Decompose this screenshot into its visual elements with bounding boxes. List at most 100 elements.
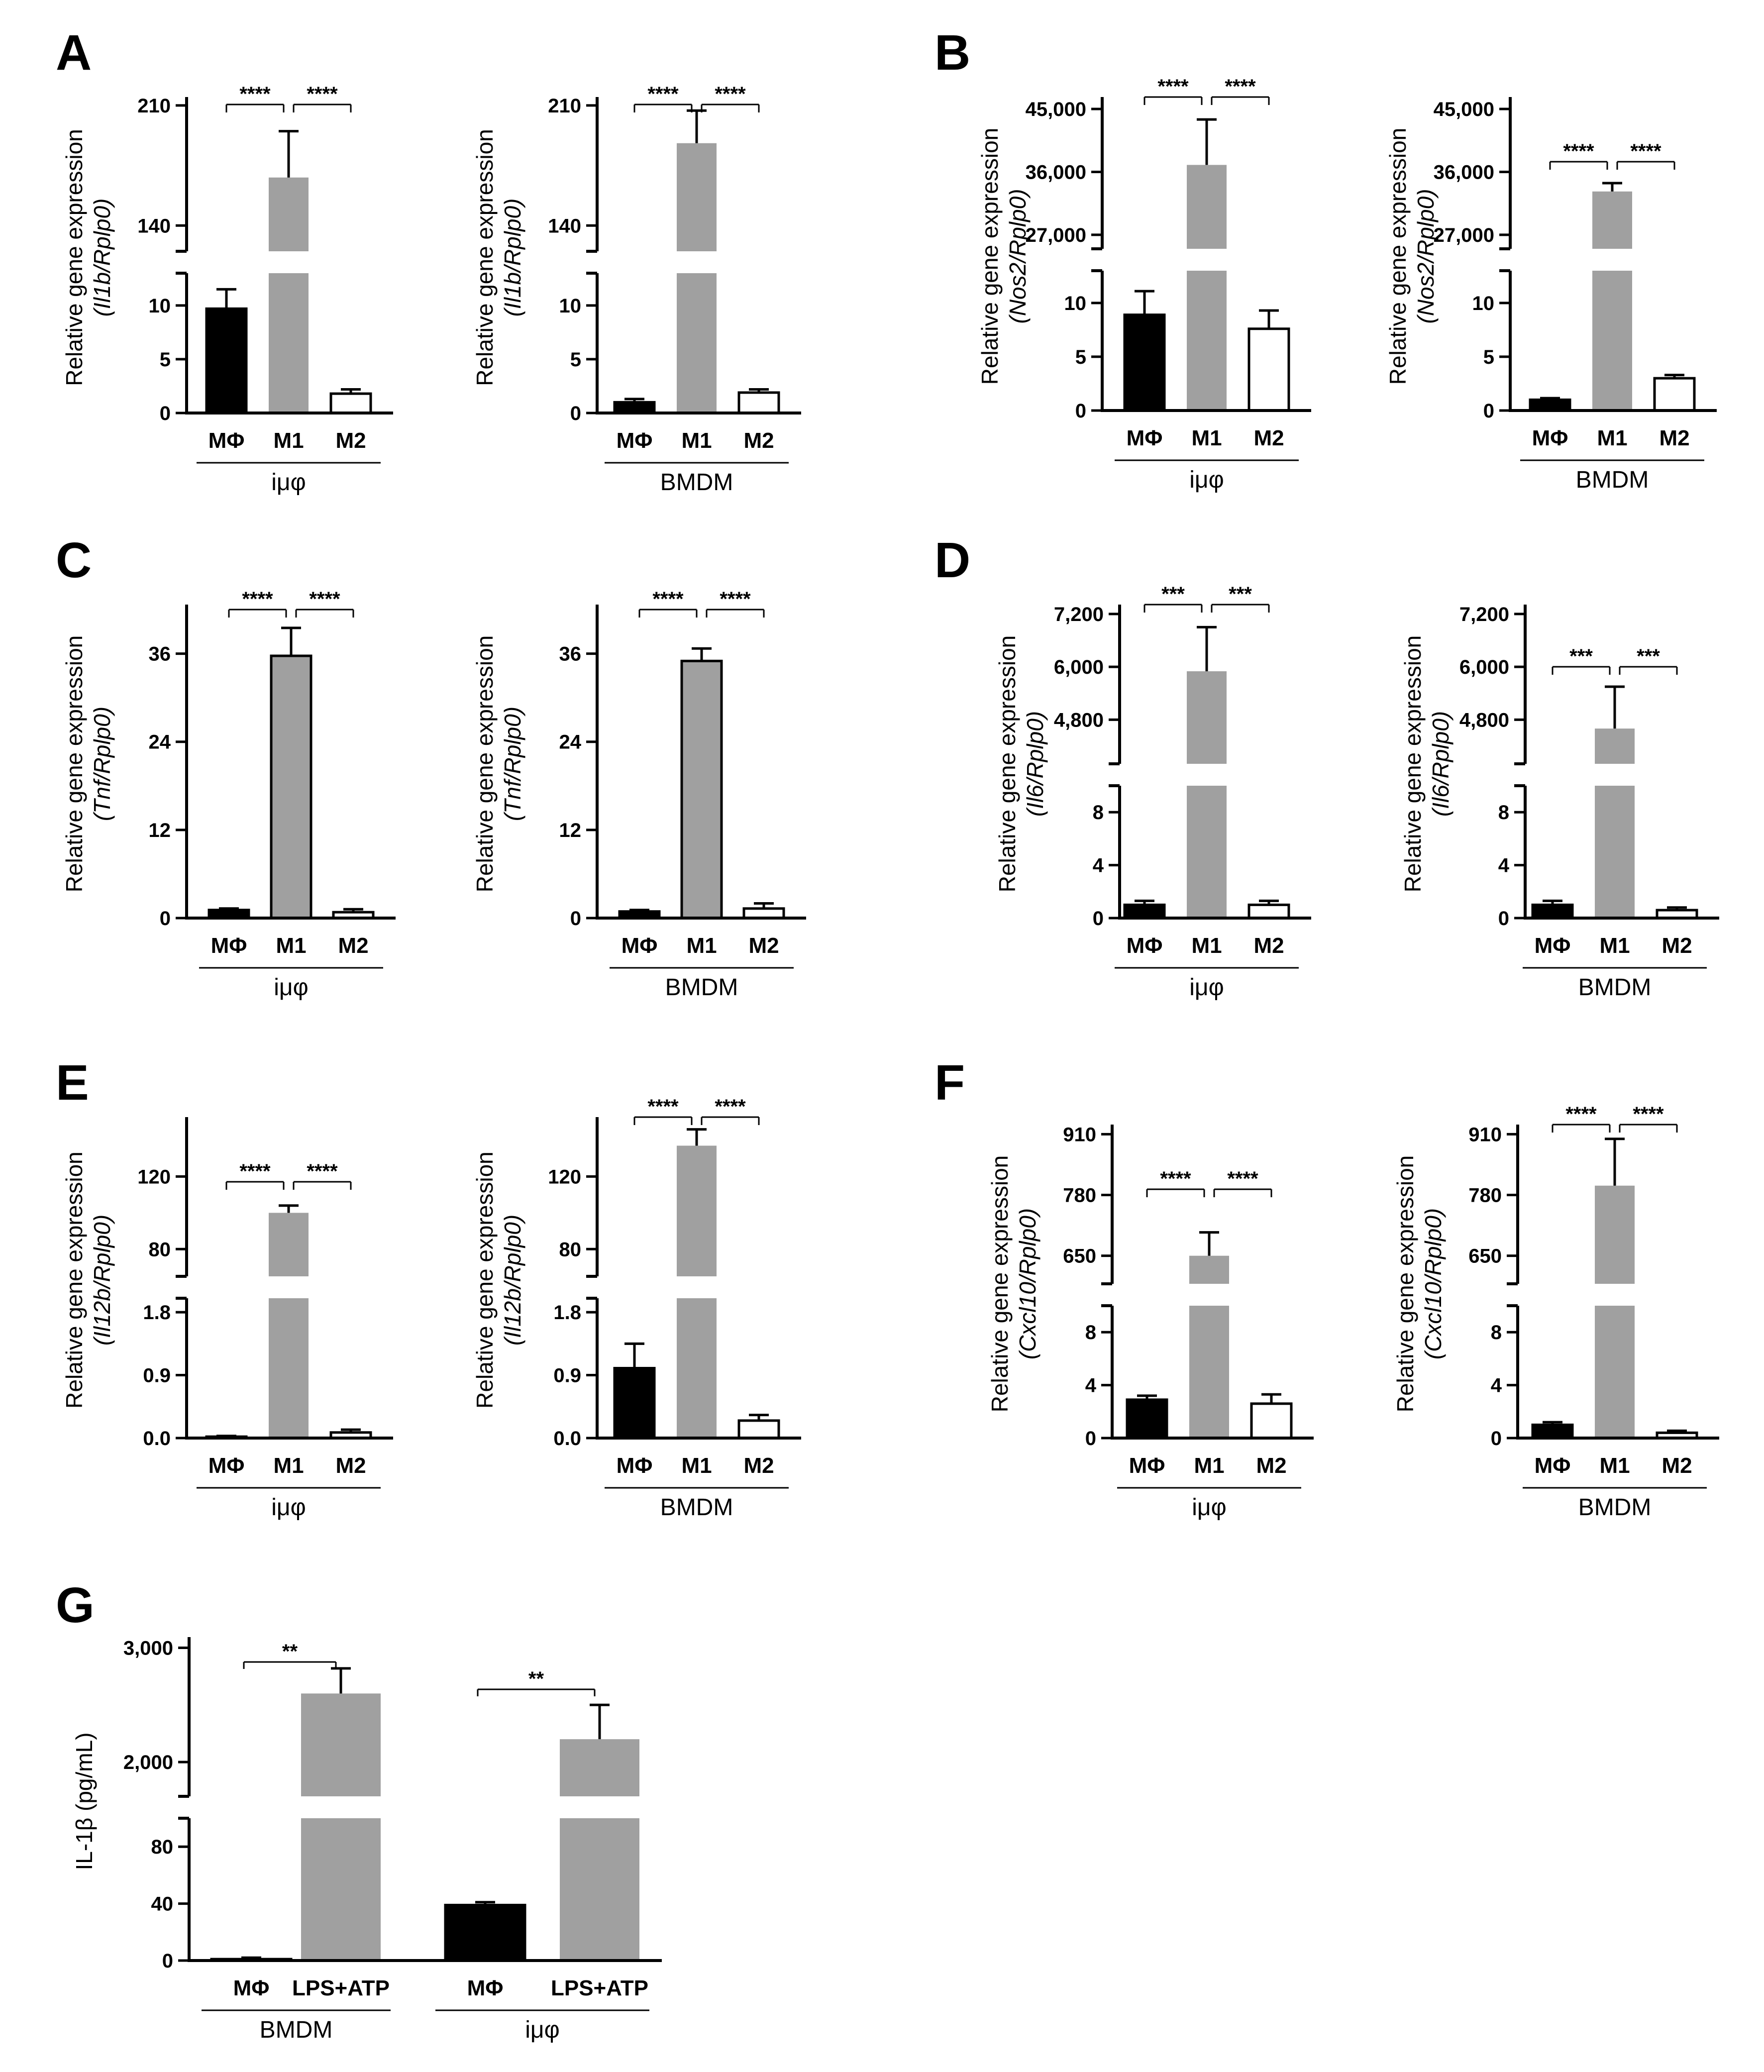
- y-axis-title-gene: (Il12b/Rplp0): [89, 1215, 115, 1346]
- bar-b-imp-1: [1123, 313, 1166, 412]
- sig-label: ****: [647, 83, 679, 105]
- x-category-label: MΦ: [1535, 1453, 1571, 1478]
- chart-c-imp: 0 12 24 36 MΦ M1 M2 iμφ Relative gene expression…: [61, 588, 396, 1001]
- bar-a-bmdm-3: [737, 391, 780, 414]
- bar-a-bmdm-1: [613, 401, 656, 414]
- bar-f-imp-3: [1250, 1402, 1293, 1440]
- y-tick-label: 0: [1491, 1428, 1502, 1450]
- y-tick-label: 12: [149, 820, 171, 841]
- y-tick-label: 0: [1093, 908, 1104, 930]
- y-tick-label: 780: [1063, 1185, 1096, 1207]
- y-tick-label: 5: [160, 349, 171, 371]
- group-label: iμφ: [271, 469, 306, 496]
- y-tick-label: 8: [1491, 1322, 1502, 1344]
- bar-e-imp-2-lower: [269, 1298, 309, 1438]
- x-category-label: LPS+ATP: [551, 1976, 648, 2000]
- sig-label: ***: [1637, 645, 1660, 667]
- y-axis-title-gene: (Il1b/Rplp0): [89, 199, 115, 317]
- group-label: BMDM: [660, 1494, 733, 1521]
- y-axis-title-gene: (Il1b/Rplp0): [500, 199, 525, 317]
- bar-e-bmdm-3: [737, 1419, 780, 1440]
- bar-d-imp-2-lower: [1187, 786, 1227, 918]
- group-label: iμφ: [1189, 974, 1224, 1001]
- bar-f-imp-2: [1189, 1255, 1229, 1284]
- group-label: iμφ: [525, 2017, 559, 2043]
- y-tick-label: 10: [149, 295, 171, 317]
- y-tick-label: 910: [1468, 1124, 1502, 1145]
- group-label: iμφ: [1189, 467, 1224, 493]
- y-tick-label: 120: [137, 1166, 171, 1188]
- y-axis-title-gene: (Tnf/Rplp0): [500, 707, 525, 821]
- x-category-label: MΦ: [617, 428, 653, 453]
- sig-label: ****: [239, 83, 271, 105]
- bar-f-imp-2-lower: [1189, 1306, 1229, 1438]
- y-axis-title-gene: (Cxcl10/Rplp0): [1420, 1208, 1446, 1359]
- y-tick-label: 0.9: [553, 1365, 581, 1387]
- x-category-label: M1: [273, 428, 304, 453]
- charts-layer: 0 5 10 140 210 MΦ M1 M2 iμφ Relative gene express…: [61, 76, 1719, 2043]
- bar-d-imp-3: [1247, 903, 1290, 920]
- y-tick-label: 6,000: [1459, 656, 1509, 678]
- y-axis-title-gene: (Il6/Rplp0): [1022, 711, 1048, 817]
- panel-label-f: F: [934, 1055, 965, 1111]
- bar-f-bmdm-2-lower: [1595, 1306, 1635, 1438]
- y-tick-label: 10: [559, 295, 582, 317]
- y-tick-label: 4: [1093, 855, 1104, 877]
- y-axis-title-gene: (Nos2/Rplp0): [1413, 189, 1439, 324]
- sig-label: ****: [242, 588, 273, 610]
- group-label: iμφ: [274, 974, 308, 1001]
- y-tick-label: 1.8: [553, 1302, 581, 1324]
- bar-b-imp-2: [1187, 165, 1227, 249]
- x-category-label: MΦ: [208, 428, 245, 453]
- x-category-label: M2: [1659, 426, 1689, 450]
- y-axis-title: Relative gene expression: [977, 128, 1003, 385]
- y-tick-label: 5: [1483, 346, 1494, 368]
- group-label: iμφ: [1192, 1494, 1226, 1521]
- bar-f-bmdm-1: [1531, 1423, 1574, 1440]
- sig-label: ****: [307, 1160, 338, 1182]
- sig-label: **: [282, 1641, 298, 1662]
- y-tick-label: 210: [137, 95, 171, 117]
- bar-b-bmdm-2: [1592, 191, 1632, 249]
- sig-label: ****: [1225, 76, 1256, 98]
- y-tick-label: 3,000: [123, 1637, 173, 1659]
- y-tick-label: 210: [548, 95, 581, 117]
- chart-d-bmdm: 0 4 8 4,800 6,000 7,200 MΦ M1 M2 BMDM Relative gen…: [1400, 604, 1719, 1001]
- x-category-label: M1: [1599, 1453, 1630, 1478]
- y-tick-label: 0: [1483, 400, 1494, 422]
- y-tick-label: 4: [1491, 1375, 1502, 1397]
- chart-e-bmdm: 0.0 0.9 1.8 80 120 MΦ M1 M2 BMDM Relative gene ex…: [472, 1096, 801, 1521]
- y-tick-label: 80: [151, 1836, 174, 1858]
- sig-label: ***: [1229, 583, 1252, 605]
- y-axis-title: Relative gene expression: [472, 1151, 498, 1409]
- x-category-label: MΦ: [208, 1453, 245, 1478]
- bar-d-bmdm-1: [1531, 903, 1574, 920]
- y-tick-label: 36,000: [1026, 161, 1086, 183]
- y-tick-label: 7,200: [1054, 604, 1104, 625]
- y-tick-label: 0.0: [143, 1428, 171, 1450]
- bar-c-imp-2: [270, 654, 312, 920]
- sig-label: ***: [1569, 645, 1593, 667]
- bar-a-imp-1: [205, 307, 248, 414]
- bar-g-2: [301, 1693, 381, 1796]
- y-tick-label: 140: [137, 215, 171, 237]
- y-tick-label: 6,000: [1054, 656, 1104, 678]
- y-tick-label: 910: [1063, 1124, 1096, 1145]
- bar-e-bmdm-2-lower: [677, 1298, 717, 1438]
- y-tick-label: 0: [160, 403, 171, 424]
- y-tick-label: 650: [1468, 1245, 1502, 1267]
- x-category-label: LPS+ATP: [292, 1976, 390, 2000]
- y-axis-title: Relative gene expression: [1400, 635, 1426, 893]
- y-tick-label: 40: [151, 1893, 174, 1915]
- y-tick-label: 0: [1075, 400, 1086, 422]
- bar-c-bmdm-2: [680, 659, 723, 920]
- bar-b-bmdm-2-lower: [1592, 271, 1632, 411]
- bar-b-bmdm-3: [1653, 377, 1696, 412]
- x-category-label: M1: [681, 1453, 712, 1478]
- group-label: BMDM: [660, 469, 733, 496]
- bar-a-imp-2: [269, 177, 309, 251]
- y-axis-title-gene: (Il6/Rplp0): [1428, 711, 1453, 817]
- x-category-label: MΦ: [1535, 933, 1571, 958]
- y-tick-label: 0.9: [143, 1365, 171, 1387]
